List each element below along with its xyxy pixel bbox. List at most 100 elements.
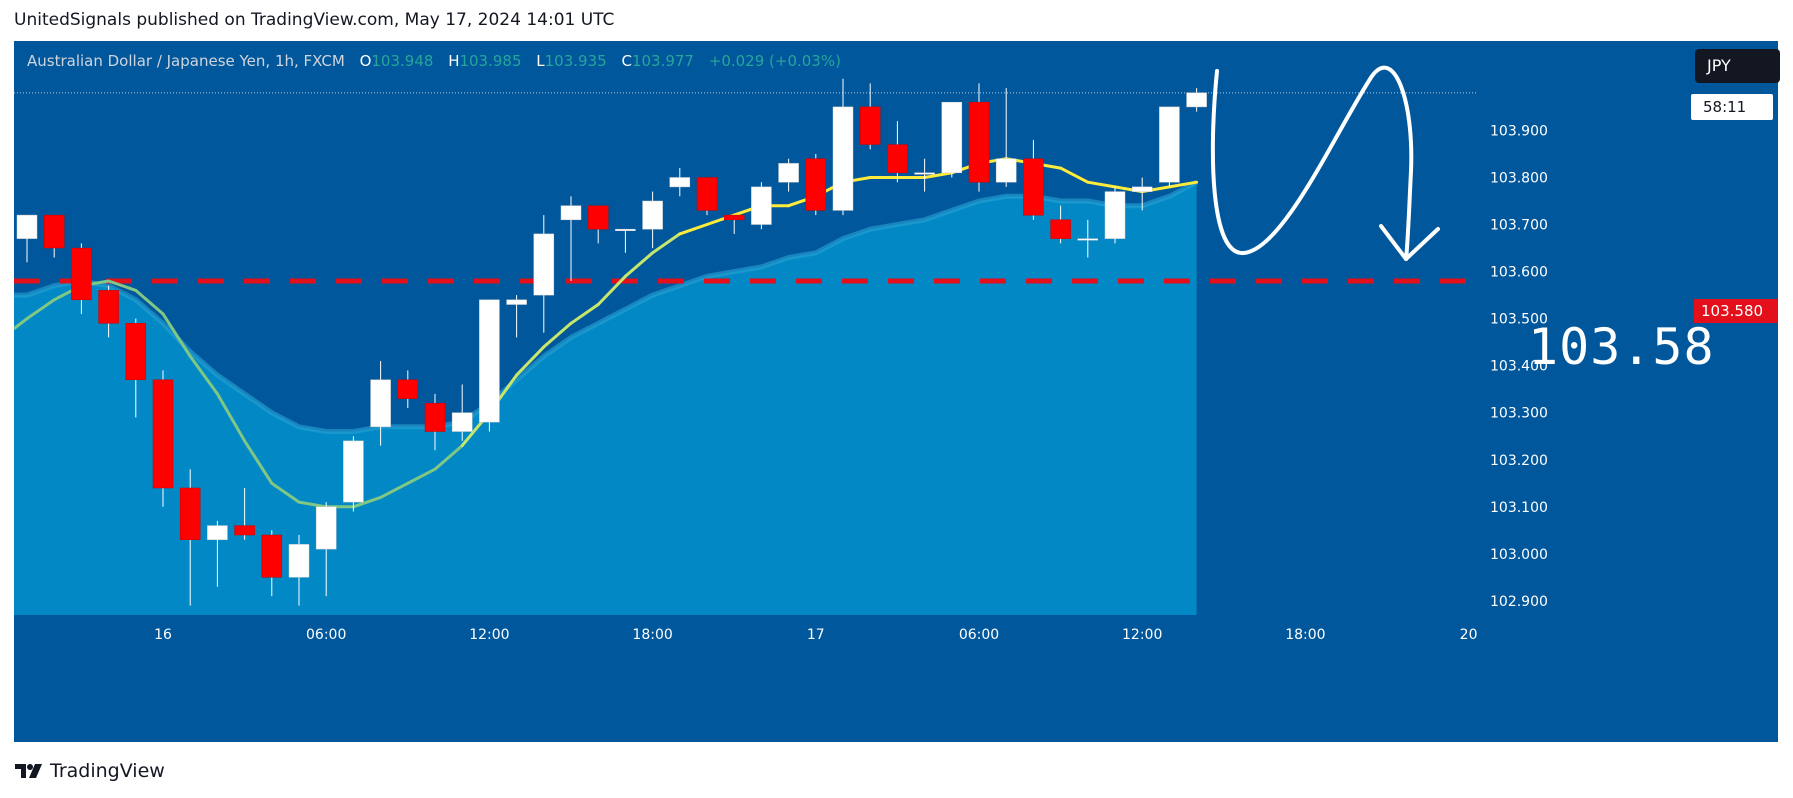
candle-body	[506, 299, 527, 305]
price-chart[interactable]: 103.900 103.800 103.700 103.600 103.500 103.4…	[14, 41, 1778, 742]
high-label: H	[448, 52, 460, 70]
symbol-legend: Australian Dollar / Japanese Yen, 1h, FX…	[27, 52, 841, 70]
open-label: O	[359, 52, 372, 70]
candle-body	[397, 379, 419, 399]
fast-ma-segment	[243, 439, 274, 485]
arrow-head	[1379, 224, 1440, 261]
candle-body	[71, 247, 92, 301]
candle-body	[778, 163, 799, 183]
fast-ma-segment	[270, 481, 301, 504]
candle-body	[1077, 238, 1099, 241]
fast-ma-segment	[1167, 180, 1199, 189]
chart-frame[interactable]: 103.900 103.800 103.700 103.600 103.500 103.4…	[14, 41, 1780, 742]
candle-body	[832, 106, 854, 211]
area-fill	[14, 182, 1197, 615]
fast-ma-segment	[215, 392, 247, 443]
currency-badge[interactable]: JPY	[1695, 49, 1780, 83]
candle-body	[234, 525, 255, 536]
candle-body	[805, 158, 827, 211]
x-axis-tick-label: 06:00	[306, 627, 346, 643]
y-axis-tick-label: 103.300	[1490, 406, 1548, 422]
candle-body	[1131, 186, 1153, 192]
candle-body	[587, 205, 609, 230]
candle-body	[995, 158, 1017, 183]
hand-drawn-arrow	[1210, 65, 1414, 261]
y-axis-tick-label: 103.700	[1490, 218, 1548, 234]
y-axis-tick-label: 103.000	[1490, 547, 1548, 563]
candle-body	[479, 299, 500, 423]
candle-body	[315, 506, 337, 550]
tradingview-footer[interactable]: TradingView	[14, 760, 165, 782]
fast-ma-segment	[379, 481, 410, 499]
symbol-title: Australian Dollar / Japanese Yen, 1h, FX…	[27, 52, 345, 70]
y-axis-tick-label: 103.900	[1490, 124, 1548, 140]
fast-ma-segment	[515, 345, 546, 377]
candle-body	[615, 228, 636, 231]
candle-body	[941, 101, 963, 174]
fast-ma-segment	[107, 279, 138, 292]
candle-body	[288, 544, 310, 578]
candle-body	[560, 205, 582, 221]
y-axis-tick-label: 103.200	[1490, 453, 1548, 469]
candle-body	[914, 172, 935, 175]
candle-body	[1104, 191, 1126, 239]
candle-body	[343, 440, 364, 503]
target-annotation-text: 103.58	[1528, 318, 1715, 376]
y-axis-tick-label: 103.800	[1490, 171, 1548, 187]
fast-ma-segment	[406, 467, 437, 485]
fast-ma-segment	[542, 321, 573, 349]
candle-body	[1023, 158, 1044, 216]
candle-body	[451, 412, 473, 432]
change-value: +0.029 (+0.03%)	[708, 52, 841, 70]
x-axis-tick-label: 12:00	[1122, 627, 1162, 643]
high-value: 103.985	[459, 52, 522, 70]
candle-body	[533, 233, 555, 296]
candle-body	[98, 290, 119, 324]
target-price-badge: 103.580	[1694, 299, 1778, 323]
candle-body	[887, 144, 908, 174]
fast-ma-segment	[923, 171, 954, 179]
open-value: 103.948	[371, 52, 434, 70]
x-axis-tick-label: 17	[807, 627, 825, 643]
fast-ma-segment	[188, 354, 219, 396]
fast-ma-segment	[678, 223, 709, 236]
candle-body	[751, 186, 772, 225]
fast-ma-segment	[651, 232, 682, 255]
candle-body	[16, 214, 38, 239]
fast-ma-segment	[596, 274, 627, 306]
y-axis-tick-label: 102.900	[1490, 594, 1548, 610]
fast-ma-segment	[25, 298, 56, 321]
fast-ma-segment	[134, 288, 165, 316]
candle-body	[207, 525, 228, 540]
fast-ma-segment	[433, 444, 464, 471]
fast-ma-segment	[623, 251, 655, 278]
candle-body	[43, 214, 65, 249]
candle-body	[696, 177, 718, 211]
candle-body	[642, 200, 663, 230]
fast-ma-segment	[297, 500, 328, 509]
bar-countdown-badge: 58:11	[1691, 94, 1773, 120]
plot-area	[14, 78, 1478, 615]
y-axis-tick-label: 103.400	[1490, 359, 1548, 375]
x-axis-tick-label: 18:00	[632, 627, 672, 643]
x-axis-tick-label: 12:00	[469, 627, 509, 643]
low-label: L	[536, 52, 545, 70]
candle-body	[1050, 219, 1071, 239]
fast-ma-segment	[351, 495, 383, 509]
x-axis-tick-label: 06:00	[959, 627, 999, 643]
candle-body	[669, 177, 691, 188]
y-axis-tick-label: 103.500	[1490, 312, 1548, 328]
publication-header: UnitedSignals published on TradingView.c…	[14, 10, 615, 30]
low-value: 103.935	[544, 52, 607, 70]
tradingview-logo-icon	[15, 764, 42, 778]
candle-body	[152, 379, 174, 489]
candle-body	[1186, 92, 1207, 108]
candle-body	[1159, 106, 1180, 183]
candle-body	[723, 214, 745, 221]
candle-body	[125, 323, 147, 381]
fast-ma-segment	[14, 317, 28, 330]
close-value: 103.977	[631, 52, 694, 70]
candle-body	[424, 403, 446, 432]
fast-ma-segment	[569, 303, 600, 325]
close-label: C	[621, 52, 632, 70]
